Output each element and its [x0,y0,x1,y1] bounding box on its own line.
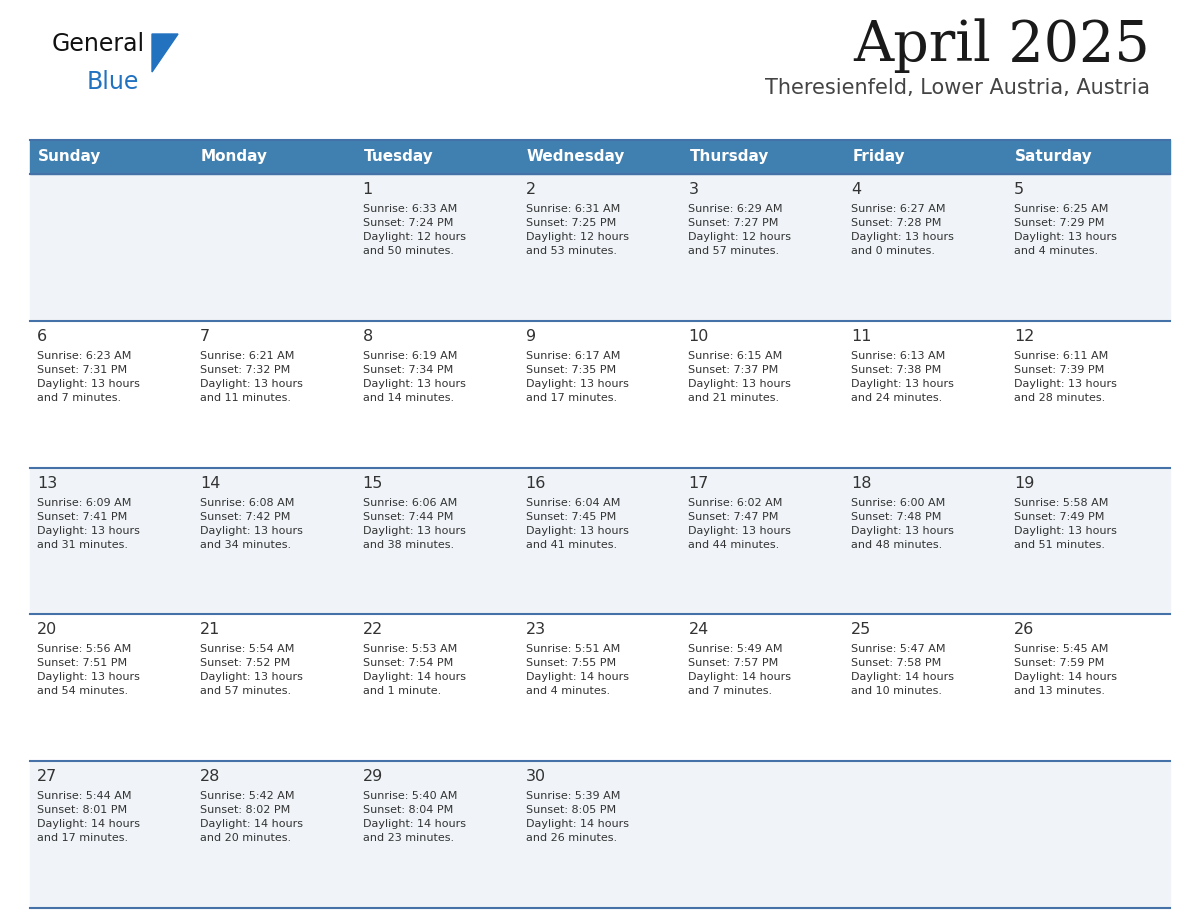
Text: April 2025: April 2025 [853,18,1150,73]
Text: Sunrise: 6:31 AM
Sunset: 7:25 PM
Daylight: 12 hours
and 53 minutes.: Sunrise: 6:31 AM Sunset: 7:25 PM Dayligh… [525,204,628,256]
Text: 28: 28 [200,769,220,784]
Text: Wednesday: Wednesday [526,150,625,164]
Text: 25: 25 [852,622,872,637]
Text: 18: 18 [852,476,872,490]
Text: 21: 21 [200,622,220,637]
Text: Sunrise: 5:42 AM
Sunset: 8:02 PM
Daylight: 14 hours
and 20 minutes.: Sunrise: 5:42 AM Sunset: 8:02 PM Dayligh… [200,791,303,844]
Text: Sunday: Sunday [38,150,101,164]
Text: Sunrise: 5:40 AM
Sunset: 8:04 PM
Daylight: 14 hours
and 23 minutes.: Sunrise: 5:40 AM Sunset: 8:04 PM Dayligh… [362,791,466,844]
Text: Sunrise: 5:51 AM
Sunset: 7:55 PM
Daylight: 14 hours
and 4 minutes.: Sunrise: 5:51 AM Sunset: 7:55 PM Dayligh… [525,644,628,697]
Text: 1: 1 [362,182,373,197]
Bar [30,761,1170,908]
Text: 13: 13 [37,476,57,490]
Text: Sunrise: 6:15 AM
Sunset: 7:37 PM
Daylight: 13 hours
and 21 minutes.: Sunrise: 6:15 AM Sunset: 7:37 PM Dayligh… [688,351,791,403]
Text: Sunrise: 6:02 AM
Sunset: 7:47 PM
Daylight: 13 hours
and 44 minutes.: Sunrise: 6:02 AM Sunset: 7:47 PM Dayligh… [688,498,791,550]
Text: 4: 4 [852,182,861,197]
Text: Sunrise: 6:33 AM
Sunset: 7:24 PM
Daylight: 12 hours
and 50 minutes.: Sunrise: 6:33 AM Sunset: 7:24 PM Dayligh… [362,204,466,256]
Text: 14: 14 [200,476,220,490]
Text: 26: 26 [1015,622,1035,637]
Text: Sunrise: 6:13 AM
Sunset: 7:38 PM
Daylight: 13 hours
and 24 minutes.: Sunrise: 6:13 AM Sunset: 7:38 PM Dayligh… [852,351,954,403]
Text: Sunrise: 5:39 AM
Sunset: 8:05 PM
Daylight: 14 hours
and 26 minutes.: Sunrise: 5:39 AM Sunset: 8:05 PM Dayligh… [525,791,628,844]
Text: Sunrise: 5:53 AM
Sunset: 7:54 PM
Daylight: 14 hours
and 1 minute.: Sunrise: 5:53 AM Sunset: 7:54 PM Dayligh… [362,644,466,697]
Text: 7: 7 [200,329,210,344]
Text: Sunrise: 5:49 AM
Sunset: 7:57 PM
Daylight: 14 hours
and 7 minutes.: Sunrise: 5:49 AM Sunset: 7:57 PM Dayligh… [688,644,791,697]
Text: 16: 16 [525,476,546,490]
Text: 17: 17 [688,476,709,490]
Text: Sunrise: 6:00 AM
Sunset: 7:48 PM
Daylight: 13 hours
and 48 minutes.: Sunrise: 6:00 AM Sunset: 7:48 PM Dayligh… [852,498,954,550]
Text: Sunrise: 6:21 AM
Sunset: 7:32 PM
Daylight: 13 hours
and 11 minutes.: Sunrise: 6:21 AM Sunset: 7:32 PM Dayligh… [200,351,303,403]
Text: Saturday: Saturday [1015,150,1093,164]
Text: Sunrise: 6:09 AM
Sunset: 7:41 PM
Daylight: 13 hours
and 31 minutes.: Sunrise: 6:09 AM Sunset: 7:41 PM Dayligh… [37,498,140,550]
Text: 19: 19 [1015,476,1035,490]
Text: Monday: Monday [201,150,267,164]
Text: Sunrise: 6:29 AM
Sunset: 7:27 PM
Daylight: 12 hours
and 57 minutes.: Sunrise: 6:29 AM Sunset: 7:27 PM Dayligh… [688,204,791,256]
Text: Sunrise: 6:04 AM
Sunset: 7:45 PM
Daylight: 13 hours
and 41 minutes.: Sunrise: 6:04 AM Sunset: 7:45 PM Dayligh… [525,498,628,550]
Text: 2: 2 [525,182,536,197]
Bar [30,467,1170,614]
Text: 12: 12 [1015,329,1035,344]
Text: Blue: Blue [87,70,139,94]
Text: General: General [52,32,145,56]
Text: 9: 9 [525,329,536,344]
Bar [30,140,1170,174]
Text: Sunrise: 5:54 AM
Sunset: 7:52 PM
Daylight: 13 hours
and 57 minutes.: Sunrise: 5:54 AM Sunset: 7:52 PM Dayligh… [200,644,303,697]
Text: 22: 22 [362,622,383,637]
Text: Sunrise: 5:45 AM
Sunset: 7:59 PM
Daylight: 14 hours
and 13 minutes.: Sunrise: 5:45 AM Sunset: 7:59 PM Dayligh… [1015,644,1117,697]
Text: Sunrise: 6:08 AM
Sunset: 7:42 PM
Daylight: 13 hours
and 34 minutes.: Sunrise: 6:08 AM Sunset: 7:42 PM Dayligh… [200,498,303,550]
Text: Sunrise: 6:06 AM
Sunset: 7:44 PM
Daylight: 13 hours
and 38 minutes.: Sunrise: 6:06 AM Sunset: 7:44 PM Dayligh… [362,498,466,550]
Text: Theresienfeld, Lower Austria, Austria: Theresienfeld, Lower Austria, Austria [765,78,1150,98]
Text: Sunrise: 6:11 AM
Sunset: 7:39 PM
Daylight: 13 hours
and 28 minutes.: Sunrise: 6:11 AM Sunset: 7:39 PM Dayligh… [1015,351,1117,403]
Text: 27: 27 [37,769,57,784]
Polygon shape [152,34,178,72]
Text: 11: 11 [852,329,872,344]
Text: Sunrise: 5:58 AM
Sunset: 7:49 PM
Daylight: 13 hours
and 51 minutes.: Sunrise: 5:58 AM Sunset: 7:49 PM Dayligh… [1015,498,1117,550]
Text: 10: 10 [688,329,709,344]
Text: 24: 24 [688,622,709,637]
Text: Thursday: Thursday [689,150,769,164]
Bar [30,174,1170,320]
Text: Sunrise: 6:25 AM
Sunset: 7:29 PM
Daylight: 13 hours
and 4 minutes.: Sunrise: 6:25 AM Sunset: 7:29 PM Dayligh… [1015,204,1117,256]
Text: Sunrise: 5:44 AM
Sunset: 8:01 PM
Daylight: 14 hours
and 17 minutes.: Sunrise: 5:44 AM Sunset: 8:01 PM Dayligh… [37,791,140,844]
Text: 20: 20 [37,622,57,637]
Bar [30,320,1170,467]
Text: 30: 30 [525,769,545,784]
Text: Sunrise: 5:56 AM
Sunset: 7:51 PM
Daylight: 13 hours
and 54 minutes.: Sunrise: 5:56 AM Sunset: 7:51 PM Dayligh… [37,644,140,697]
Text: Tuesday: Tuesday [364,150,434,164]
Text: 15: 15 [362,476,383,490]
Text: 23: 23 [525,622,545,637]
Text: 5: 5 [1015,182,1024,197]
Text: 29: 29 [362,769,383,784]
Text: Friday: Friday [852,150,905,164]
Text: Sunrise: 6:17 AM
Sunset: 7:35 PM
Daylight: 13 hours
and 17 minutes.: Sunrise: 6:17 AM Sunset: 7:35 PM Dayligh… [525,351,628,403]
Bar [30,614,1170,761]
Text: Sunrise: 6:19 AM
Sunset: 7:34 PM
Daylight: 13 hours
and 14 minutes.: Sunrise: 6:19 AM Sunset: 7:34 PM Dayligh… [362,351,466,403]
Text: Sunrise: 6:23 AM
Sunset: 7:31 PM
Daylight: 13 hours
and 7 minutes.: Sunrise: 6:23 AM Sunset: 7:31 PM Dayligh… [37,351,140,403]
Text: 8: 8 [362,329,373,344]
Text: Sunrise: 6:27 AM
Sunset: 7:28 PM
Daylight: 13 hours
and 0 minutes.: Sunrise: 6:27 AM Sunset: 7:28 PM Dayligh… [852,204,954,256]
Text: Sunrise: 5:47 AM
Sunset: 7:58 PM
Daylight: 14 hours
and 10 minutes.: Sunrise: 5:47 AM Sunset: 7:58 PM Dayligh… [852,644,954,697]
Text: 3: 3 [688,182,699,197]
Text: 6: 6 [37,329,48,344]
